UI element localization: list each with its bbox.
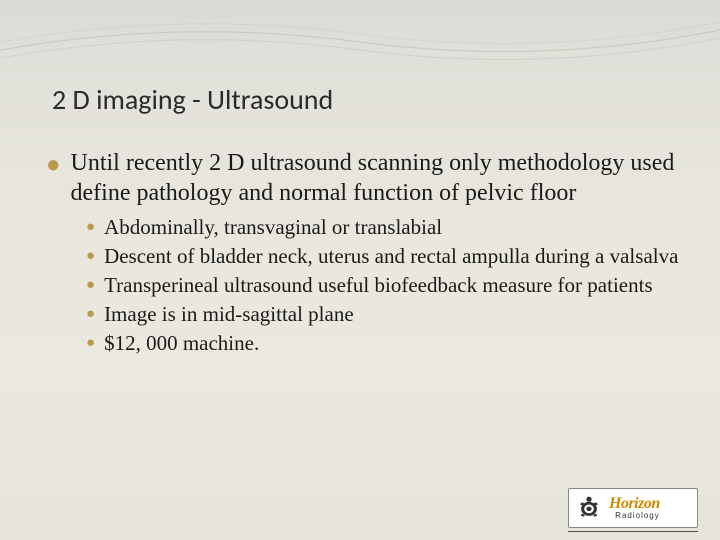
sub-bullet-group: ● Abdominally, transvaginal or translabi… (86, 214, 680, 357)
bullet-icon: ● (86, 272, 95, 299)
bullet-level-2: ● $12, 000 machine. (86, 330, 680, 357)
bullet-text: Until recently 2 D ultrasound scanning o… (71, 148, 681, 208)
bullet-text: Transperineal ultrasound useful biofeedb… (104, 272, 653, 299)
bullet-icon: ● (86, 243, 95, 270)
bullet-level-1: ● Until recently 2 D ultrasound scanning… (46, 148, 680, 208)
slide: 2 D imaging - Ultrasound ● Until recentl… (0, 0, 720, 540)
horizon-radiology-logo: Horizon Radiology (568, 488, 698, 528)
bullet-text: Descent of bladder neck, uterus and rect… (104, 243, 678, 270)
bullet-level-2: ● Descent of bladder neck, uterus and re… (86, 243, 680, 270)
logo-subtitle: Radiology (609, 512, 660, 520)
bullet-level-2: ● Abdominally, transvaginal or translabi… (86, 214, 680, 241)
bullet-text: Abdominally, transvaginal or translabial (104, 214, 442, 241)
slide-title: 2 D imaging - Ultrasound (52, 82, 333, 117)
logo-brand: Horizon (609, 496, 660, 512)
logo-text-group: Horizon Radiology (609, 496, 660, 520)
bullet-text: Image is in mid-sagittal plane (104, 301, 354, 328)
bullet-icon: ● (86, 214, 95, 241)
decorative-wave (0, 0, 720, 80)
bullet-text: $12, 000 machine. (104, 330, 259, 357)
bullet-level-2: ● Transperineal ultrasound useful biofee… (86, 272, 680, 299)
turtle-icon (575, 494, 603, 522)
bullet-icon: ● (86, 330, 95, 357)
logo-underline (568, 531, 698, 532)
bullet-icon: ● (46, 150, 61, 180)
slide-content: ● Until recently 2 D ultrasound scanning… (46, 148, 680, 359)
bullet-level-2: ● Image is in mid-sagittal plane (86, 301, 680, 328)
bullet-icon: ● (86, 301, 95, 328)
